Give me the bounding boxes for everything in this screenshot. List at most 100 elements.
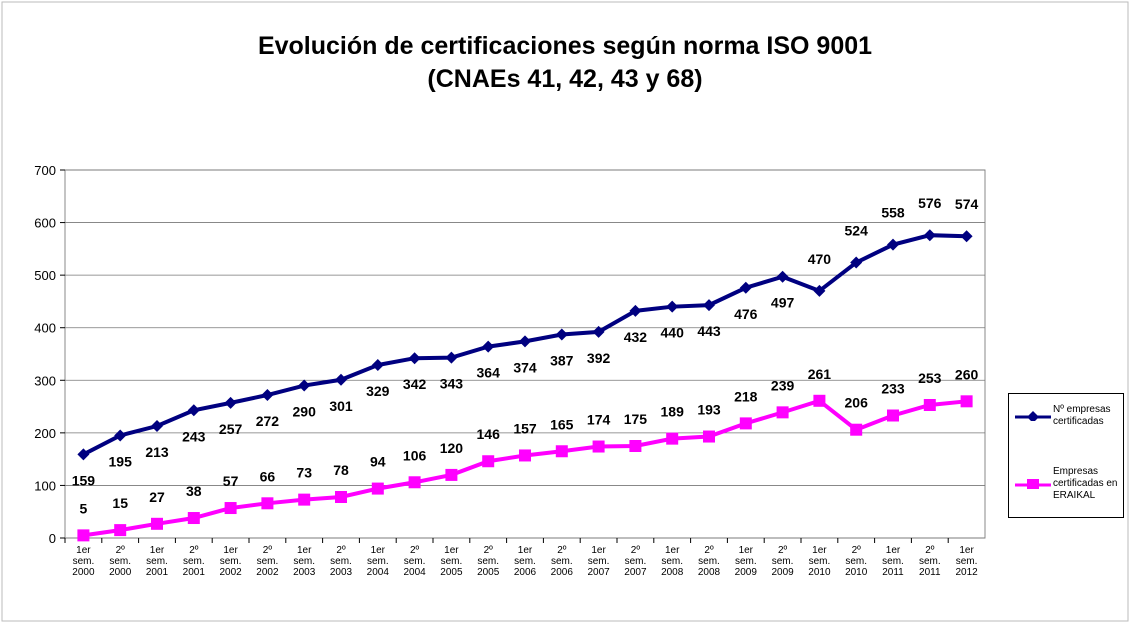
x-tick-label: sem. (220, 556, 242, 567)
x-tick-label: sem. (772, 556, 794, 567)
x-tick-label: sem. (183, 556, 205, 567)
x-tick-label: 1er (886, 545, 901, 556)
chart-subtitle: (CNAEs 41, 42, 43 y 68) (427, 65, 702, 93)
x-tick-label: 2008 (661, 567, 684, 578)
data-label: 329 (366, 383, 390, 399)
data-label: 165 (550, 416, 574, 432)
x-tick-label: 2º (263, 545, 273, 556)
point (371, 359, 384, 372)
point (408, 476, 421, 489)
data-label: 73 (296, 465, 312, 481)
data-label: 432 (624, 329, 648, 345)
x-tick-label: 2º (704, 545, 714, 556)
x-tick-label: sem. (73, 556, 95, 567)
x-tick-label: sem. (404, 556, 426, 567)
data-label: 38 (186, 483, 202, 499)
legend-swatch (1015, 411, 1051, 421)
x-tick-label: sem. (735, 556, 757, 567)
x-tick-label: 2004 (403, 567, 426, 578)
point (813, 284, 826, 297)
data-label: 78 (333, 462, 349, 478)
point (224, 502, 237, 515)
x-tick-label: 2003 (293, 567, 316, 578)
x-tick-label: 2º (925, 545, 935, 556)
y-tick-label: 100 (34, 478, 56, 493)
point (592, 325, 605, 338)
y-tick-label: 400 (34, 321, 56, 336)
point (850, 256, 863, 269)
x-tick-label: 2010 (808, 567, 831, 578)
data-label: 195 (109, 453, 133, 469)
point (445, 468, 458, 481)
point (739, 281, 752, 294)
x-tick-label: 2002 (219, 567, 242, 578)
y-tick-label: 200 (34, 426, 56, 441)
point (960, 395, 973, 408)
data-label: 343 (440, 376, 464, 392)
x-tick-label: 2009 (735, 567, 758, 578)
data-label: 174 (587, 412, 611, 428)
point (739, 417, 752, 430)
data-label: 239 (771, 377, 795, 393)
x-tick-label: 2005 (440, 567, 463, 578)
x-tick-label: sem. (551, 556, 573, 567)
x-tick-label: 2º (778, 545, 788, 556)
x-tick-label: 2º (410, 545, 420, 556)
y-tick-label: 700 (34, 163, 56, 178)
data-label: 66 (260, 468, 276, 484)
point (1027, 479, 1039, 489)
x-tick-label: 2006 (551, 567, 574, 578)
x-tick-label: 1er (297, 545, 312, 556)
point (555, 445, 568, 458)
point (408, 352, 421, 365)
x-tick-label: sem. (477, 556, 499, 567)
point (445, 351, 458, 364)
legend: Nº empresas certificadas Empresas certifi… (1008, 393, 1124, 518)
point (519, 449, 531, 462)
x-tick-label: sem. (146, 556, 168, 567)
point (629, 440, 642, 452)
point (960, 230, 973, 243)
data-label: 524 (845, 223, 869, 239)
y-tick-label: 600 (34, 216, 56, 231)
data-label: 206 (845, 395, 869, 411)
x-tick-label: 2º (189, 545, 199, 556)
data-label: 260 (955, 366, 979, 382)
data-label: 243 (182, 428, 206, 444)
data-label: 342 (403, 376, 427, 392)
point (776, 406, 789, 419)
x-tick-label: 2002 (256, 567, 279, 578)
data-label: 193 (697, 402, 721, 418)
y-tick-label: 0 (49, 531, 56, 546)
point (887, 238, 899, 251)
plot-area (64, 169, 986, 539)
x-tick-label: 1er (665, 545, 680, 556)
chart-title: Evolución de certificaciones según norma… (258, 32, 872, 60)
data-label: 272 (256, 413, 280, 429)
data-label: 476 (734, 306, 758, 322)
point (298, 379, 311, 392)
x-tick-label: sem. (882, 556, 904, 567)
x-tick-label: 2007 (624, 567, 647, 578)
x-tick-label: 2007 (587, 567, 610, 578)
x-tick-label: sem. (661, 556, 683, 567)
data-label: 257 (219, 421, 243, 437)
x-tick-label: 2006 (514, 567, 537, 578)
x-tick-label: 2009 (771, 567, 794, 578)
data-label: 497 (771, 295, 795, 311)
x-tick-label: 1er (223, 545, 238, 556)
data-label: 440 (661, 325, 685, 341)
point (151, 420, 163, 433)
data-label: 576 (918, 195, 942, 211)
x-tick-label: sem. (698, 556, 720, 567)
x-tick-label: 1er (444, 545, 459, 556)
point (77, 529, 90, 542)
point (335, 490, 347, 503)
point (776, 270, 789, 283)
data-label: 364 (477, 365, 501, 381)
point (923, 229, 936, 242)
data-label: 253 (918, 370, 942, 386)
data-label: 57 (223, 473, 239, 489)
data-label: 27 (149, 489, 165, 505)
data-label: 5 (80, 500, 88, 516)
